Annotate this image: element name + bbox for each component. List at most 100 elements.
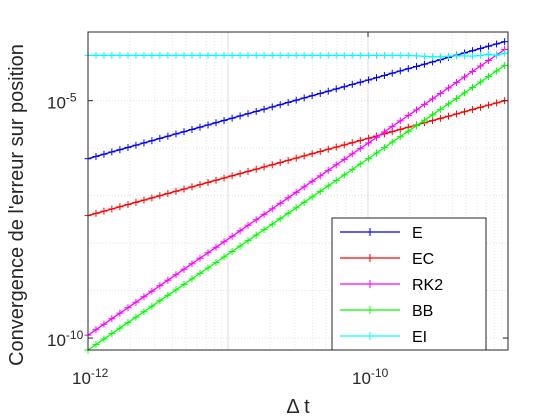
data-point — [493, 51, 501, 59]
data-point — [132, 198, 140, 206]
data-point — [132, 51, 140, 59]
data-point — [220, 253, 228, 261]
data-point — [485, 50, 493, 58]
data-point — [445, 100, 453, 108]
data-point — [276, 199, 284, 207]
data-point — [164, 291, 172, 299]
data-point — [204, 264, 212, 272]
data-point — [100, 207, 108, 215]
data-point — [340, 141, 348, 149]
data-point — [140, 293, 148, 301]
data-point — [356, 144, 364, 152]
data-point — [372, 149, 380, 157]
legend-label: E — [412, 225, 423, 242]
data-point — [244, 167, 252, 175]
data-point — [116, 324, 124, 332]
data-point — [340, 155, 348, 163]
data-point — [445, 52, 453, 60]
data-point — [453, 110, 461, 118]
legend-label: EC — [412, 251, 434, 268]
data-point — [228, 172, 236, 180]
legend-item-bb: BB — [340, 303, 433, 320]
data-point — [140, 139, 148, 147]
data-point — [252, 107, 260, 115]
data-point — [340, 171, 348, 179]
data-point — [140, 51, 148, 59]
data-point — [188, 275, 196, 283]
axes: 10-12 10-10 10-10 10-5 — [47, 31, 509, 388]
data-point — [436, 105, 444, 113]
legend-label: BB — [412, 303, 433, 320]
data-point — [324, 182, 332, 190]
data-point — [420, 52, 428, 60]
data-point — [236, 112, 244, 120]
data-point — [132, 298, 140, 306]
data-point — [501, 38, 509, 46]
data-point — [485, 101, 493, 109]
data-point — [156, 51, 164, 59]
data-point — [196, 51, 204, 59]
data-point — [436, 114, 444, 122]
data-point — [164, 51, 172, 59]
data-point — [308, 51, 316, 59]
legend-label: RK2 — [412, 277, 443, 294]
data-point — [148, 137, 156, 145]
data-point — [412, 52, 420, 60]
data-point — [501, 49, 509, 57]
data-point — [493, 67, 501, 75]
data-point — [116, 309, 124, 317]
data-point — [124, 319, 132, 327]
data-point — [140, 308, 148, 316]
data-point — [116, 146, 124, 154]
data-point — [461, 52, 469, 60]
data-point — [324, 87, 332, 95]
data-point — [108, 205, 116, 213]
data-point — [316, 51, 324, 59]
data-point — [348, 150, 356, 158]
data-point — [108, 315, 116, 323]
data-point — [156, 134, 164, 142]
data-point — [132, 141, 140, 149]
data-point — [292, 51, 300, 59]
data-point — [300, 152, 308, 160]
data-point — [260, 210, 268, 218]
data-point — [436, 89, 444, 97]
data-point — [188, 51, 196, 59]
data-point — [461, 73, 469, 81]
data-point — [268, 220, 276, 228]
data-point — [252, 165, 260, 173]
data-point — [148, 51, 156, 59]
data-point — [420, 116, 428, 124]
data-point — [396, 117, 404, 125]
data-point — [404, 51, 412, 59]
data-point — [469, 52, 477, 60]
data-point — [292, 96, 300, 104]
data-point — [204, 178, 212, 186]
data-point — [228, 232, 236, 240]
data-point — [228, 51, 236, 59]
data-point — [412, 106, 420, 114]
data-point — [348, 51, 356, 59]
data-point — [396, 51, 404, 59]
data-point — [485, 42, 493, 50]
data-point — [204, 249, 212, 257]
data-point — [108, 148, 116, 156]
data-point — [124, 304, 132, 312]
data-point — [380, 71, 388, 79]
data-point — [164, 189, 172, 197]
data-point — [92, 209, 100, 217]
data-point — [268, 103, 276, 111]
data-point — [340, 83, 348, 91]
data-point — [132, 313, 140, 321]
data-point — [100, 335, 108, 343]
data-point — [100, 150, 108, 158]
data-point — [324, 51, 332, 59]
data-point — [276, 51, 284, 59]
data-point — [124, 143, 132, 151]
data-point — [461, 108, 469, 116]
data-point — [276, 215, 284, 223]
data-point — [212, 51, 220, 59]
data-point — [188, 260, 196, 268]
data-point — [404, 127, 412, 135]
data-point — [148, 287, 156, 295]
